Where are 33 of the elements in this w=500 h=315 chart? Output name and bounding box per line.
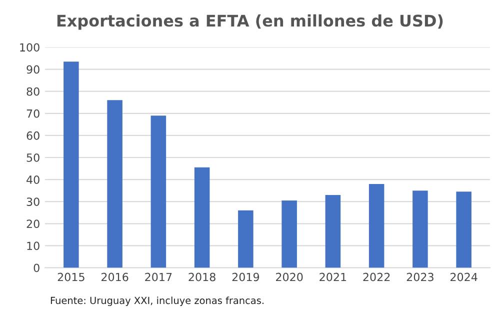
y-tick-label: 20: [26, 220, 40, 228]
x-tick-label: 2016: [101, 272, 128, 282]
y-tick-label: 70: [26, 109, 40, 118]
source-note: Fuente: Uruguay XXI, incluye zonas francas.: [50, 296, 264, 306]
y-tick-label: 40: [26, 176, 40, 184]
x-tick-label: 2024: [450, 272, 478, 282]
x-tick-label: 2015: [58, 272, 84, 282]
x-tick-label: 2023: [406, 272, 434, 282]
bar: [456, 192, 472, 268]
bar: [282, 200, 297, 268]
bar: [194, 167, 210, 268]
y-tick-label: 60: [26, 131, 40, 140]
y-tick-label: 0: [34, 264, 40, 272]
x-tick-label: 2019: [232, 272, 260, 282]
y-tick-label: 30: [26, 198, 40, 206]
x-tick-label: 2020: [276, 272, 303, 282]
chart-title: Exportaciones a EFTA (en millones de USD): [57, 14, 443, 30]
y-tick-label: 10: [27, 242, 40, 250]
bar: [368, 184, 384, 268]
bar: [150, 116, 166, 268]
y-tick-label: 80: [26, 87, 40, 96]
x-tick-label: 2021: [320, 272, 346, 282]
x-tick-label: 2017: [145, 272, 172, 282]
bar: [238, 210, 254, 268]
x-tick-label: 2018: [188, 272, 216, 282]
y-tick-label: 50: [26, 153, 40, 162]
bar: [107, 100, 122, 268]
bar: [325, 194, 341, 268]
bar: [64, 62, 79, 268]
y-tick-label: 90: [26, 65, 40, 74]
bar: [412, 190, 428, 268]
y-tick-label: 100: [20, 43, 40, 52]
x-tick-label: 2022: [363, 272, 390, 282]
